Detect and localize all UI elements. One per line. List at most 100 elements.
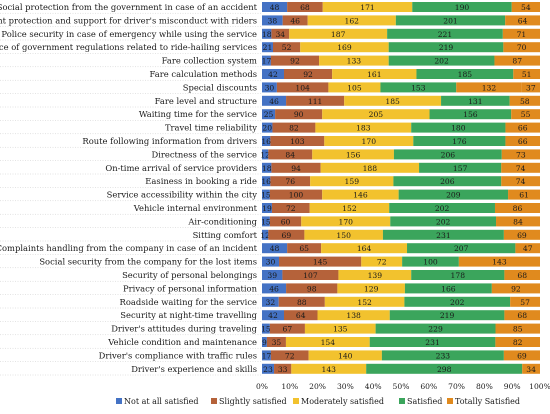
bar-segment xyxy=(262,337,267,347)
category-label: Presence of government regulations relat… xyxy=(0,42,257,52)
bar-segment xyxy=(262,296,279,307)
x-tick-label: 80% xyxy=(476,382,493,391)
data-label: 71 xyxy=(517,30,527,39)
bar-segment xyxy=(287,243,322,254)
data-label: 42 xyxy=(268,70,278,79)
bar-segment xyxy=(266,337,286,347)
category-label: Privacy of personal information xyxy=(123,283,258,293)
data-label: 190 xyxy=(455,3,470,12)
data-label: 105 xyxy=(347,83,362,92)
bar-segment xyxy=(521,82,540,93)
bar-segment xyxy=(278,296,325,307)
bar-segment xyxy=(262,323,270,334)
bar-segment xyxy=(283,69,333,79)
data-label: 162 xyxy=(345,16,360,25)
bar-segment xyxy=(262,229,269,240)
data-label: 84 xyxy=(513,217,523,226)
bar-segment xyxy=(402,256,459,267)
data-label: 65 xyxy=(299,244,309,253)
bar-segment xyxy=(491,283,540,294)
data-label: 30 xyxy=(265,83,275,92)
data-label: 47 xyxy=(523,244,533,253)
data-label: 64 xyxy=(518,16,528,25)
data-label: 66 xyxy=(518,124,528,133)
data-label: 60 xyxy=(281,217,291,226)
category-label: Sitting comfort xyxy=(193,230,258,240)
data-label: 52 xyxy=(282,43,292,52)
bar-segment xyxy=(411,122,506,133)
data-label: 70 xyxy=(517,43,527,52)
x-tick-label: 70% xyxy=(448,382,465,391)
bar-segment xyxy=(315,122,412,133)
legend-label: Moderately satisfied xyxy=(301,397,384,406)
data-label: 164 xyxy=(357,244,372,253)
data-label: 25 xyxy=(264,110,274,119)
bar-segment xyxy=(262,216,270,227)
data-label: 202 xyxy=(450,298,465,307)
bar-segment xyxy=(268,229,305,240)
data-label: 159 xyxy=(345,177,360,186)
bar-segment xyxy=(505,122,540,133)
data-label: 68 xyxy=(517,311,527,320)
category-label: Security of personal belongings xyxy=(122,270,257,280)
data-label: 68 xyxy=(517,271,527,280)
data-label: 9 xyxy=(262,338,267,347)
data-label: 37 xyxy=(526,83,536,92)
bar-segment xyxy=(412,2,512,12)
data-label: 19 xyxy=(262,204,272,213)
data-label: 48 xyxy=(270,3,280,12)
bar-segment xyxy=(317,310,390,321)
bar-segment xyxy=(510,296,540,307)
category-label: Directness of the service xyxy=(151,149,257,159)
data-label: 76 xyxy=(285,177,295,186)
data-label: 55 xyxy=(521,110,531,119)
bar-segment xyxy=(324,296,405,307)
bar-segment xyxy=(279,256,362,267)
data-label: 68 xyxy=(300,3,310,12)
bar-segment xyxy=(272,122,316,133)
data-label: 298 xyxy=(437,365,452,374)
data-label: 187 xyxy=(331,30,346,39)
bar-segment xyxy=(458,256,540,267)
data-label: 133 xyxy=(347,57,362,66)
data-label: 17 xyxy=(262,351,272,360)
category-label: Social protection from the government in… xyxy=(0,2,258,12)
data-label: 12 xyxy=(260,231,270,240)
x-tick-label: 50% xyxy=(393,382,410,391)
data-label: 107 xyxy=(303,271,318,280)
bar-segment xyxy=(307,15,396,26)
data-label: 69 xyxy=(517,231,527,240)
category-label: Vehicle internal environment xyxy=(133,203,258,213)
bar-segment xyxy=(312,149,394,160)
bar-segment xyxy=(308,350,382,361)
data-label: 35 xyxy=(272,338,282,347)
bar-segment xyxy=(262,350,271,361)
bar-segment xyxy=(262,189,270,200)
data-label: 206 xyxy=(440,177,455,186)
x-tick-label: 10% xyxy=(281,382,298,391)
bar-segment xyxy=(387,28,503,39)
data-label: 17 xyxy=(262,57,272,66)
bar-segment xyxy=(262,42,273,53)
bar-segment xyxy=(324,136,414,146)
bar-segment xyxy=(322,2,413,12)
bar-segment xyxy=(262,203,272,213)
data-label: 156 xyxy=(346,150,361,159)
bar-segment xyxy=(375,323,496,334)
bar-segment xyxy=(268,149,313,160)
data-label: 202 xyxy=(435,204,450,213)
data-label: 58 xyxy=(520,97,530,106)
data-label: 46 xyxy=(290,16,300,25)
bar-segment xyxy=(416,69,514,79)
data-label: 231 xyxy=(425,338,440,347)
data-label: 143 xyxy=(322,365,337,374)
bar-segment xyxy=(270,136,325,146)
data-label: 69 xyxy=(517,351,527,360)
data-label: 72 xyxy=(286,204,296,213)
data-label: 32 xyxy=(266,298,276,307)
bar-segment xyxy=(289,28,388,39)
bar-segment xyxy=(393,149,502,160)
bar-segment xyxy=(300,42,389,53)
category-label: Special discounts xyxy=(183,82,257,92)
bar-segment xyxy=(272,42,301,53)
